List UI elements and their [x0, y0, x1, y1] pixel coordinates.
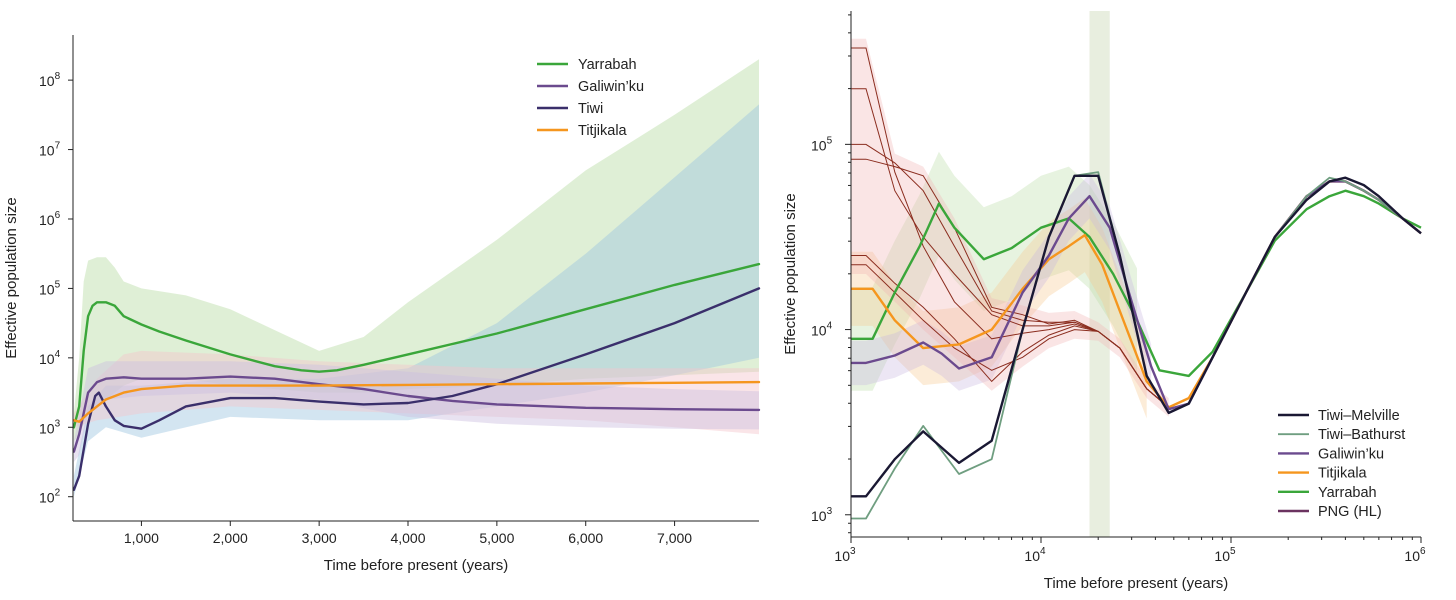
left-line-yarrabah: [72, 262, 761, 429]
left-band-yarrabah: [73, 59, 759, 442]
left-x-tick-label: 6,000: [568, 530, 603, 546]
left-y-tick-base: 10: [39, 420, 55, 436]
right-legend: Tiwi–Melville Tiwi–Bathurst Galiwin’ku Titj…: [1278, 408, 1405, 520]
left-y-axis-label: Effective population size: [3, 197, 20, 359]
left-x-tick-label: 1,000: [124, 530, 159, 546]
right-y-tick-exponent: 3: [827, 506, 833, 517]
left-y-tick-label: 104: [39, 349, 61, 367]
left-band-titjikala: [73, 350, 759, 435]
right-highlight-band: [1089, 11, 1110, 537]
legend-label-png-hl: PNG (HL): [1318, 504, 1382, 520]
left-chart: 1,000 2,000 3,000 4,000 5,000 6,000 7,00010210…: [3, 35, 761, 574]
left-y-tick-base: 10: [39, 212, 55, 228]
right-band-galiwin-ku: [851, 174, 1152, 391]
right-y-tick-label: 104: [811, 321, 833, 339]
legend-label-yarrabah: Yarrabah: [578, 57, 637, 73]
left-y-tick-base: 10: [39, 73, 55, 89]
right-y-axis-label: Effective population size: [782, 193, 799, 355]
left-y-tick-base: 10: [39, 490, 55, 506]
right-band-yarrabah: [851, 151, 1137, 391]
right-y-tick-exponent: 5: [827, 135, 833, 146]
left-y-tick-label: 106: [39, 210, 61, 228]
left-x-axis-label: Time before present (years): [324, 557, 509, 574]
right-x-tick-exponent: 4: [1040, 546, 1046, 557]
left-y-tick-exponent: 5: [55, 279, 61, 290]
left-line-titjikala: [72, 380, 761, 423]
right-x-tick-label: 105: [1214, 546, 1236, 564]
left-y-tick-base: 10: [39, 281, 55, 297]
right-y-tick-label: 105: [811, 135, 833, 153]
left-y-tick-label: 103: [39, 418, 61, 436]
right-x-tick-label: 106: [1404, 546, 1426, 564]
left-y-tick-label: 107: [39, 141, 61, 159]
left-y-tick-base: 10: [39, 143, 55, 159]
legend-label-galiwin-ku: Galiwin’ku: [578, 79, 644, 95]
right-x-tick-base: 10: [1404, 548, 1420, 564]
left-y-tick-base: 10: [39, 351, 55, 367]
legend-label-galiwin-ku: Galiwin’ku: [1318, 446, 1384, 462]
right-x-tick-label: 103: [834, 546, 856, 564]
left-y-tick-exponent: 2: [55, 488, 61, 499]
legend-label-tiwi-melville: Tiwi–Melville: [1318, 408, 1400, 424]
right-trajectory-line: [851, 255, 1170, 408]
left-x-tick-label: 3,000: [302, 530, 337, 546]
right-x-tick-base: 10: [834, 548, 850, 564]
right-y-tick-base: 10: [811, 508, 827, 524]
legend-label-yarrabah: Yarrabah: [1318, 485, 1377, 501]
right-x-tick-exponent: 6: [1420, 546, 1426, 557]
left-x-tick-label: 5,000: [479, 530, 514, 546]
right-x-tick-base: 10: [1024, 548, 1040, 564]
left-x-tick-label: 2,000: [213, 530, 248, 546]
legend-label-tiwi: Tiwi: [578, 101, 603, 117]
right-x-tick-base: 10: [1214, 548, 1230, 564]
left-y-tick-label: 105: [39, 279, 61, 297]
left-line-tiwi: [72, 287, 761, 491]
right-line-tiwi-melville: [851, 174, 1422, 498]
legend-label-tiwi-bathurst: Tiwi–Bathurst: [1318, 427, 1405, 443]
left-y-tick-exponent: 4: [55, 349, 61, 360]
right-x-tick-exponent: 5: [1230, 546, 1236, 557]
left-y-tick-exponent: 8: [55, 71, 61, 82]
right-band-titjikala: [851, 198, 1147, 419]
right-x-tick-label: 104: [1024, 546, 1046, 564]
right-y-tick-base: 10: [811, 323, 827, 339]
left-y-tick-label: 102: [39, 488, 61, 506]
right-y-tick-base: 10: [811, 137, 827, 153]
right-band-trajectories: [851, 38, 1169, 417]
right-x-axis-label: Time before present (years): [1044, 575, 1229, 592]
left-y-tick-exponent: 6: [55, 210, 61, 221]
left-line-galiwin-ku: [72, 375, 761, 453]
right-y-tick-exponent: 4: [827, 321, 833, 332]
legend-label-titjikala: Titjikala: [1318, 466, 1368, 482]
right-x-tick-exponent: 3: [850, 546, 856, 557]
left-x-tick-label: 4,000: [390, 530, 425, 546]
left-y-tick-exponent: 3: [55, 418, 61, 429]
left-y-tick-exponent: 7: [55, 141, 61, 152]
right-y-tick-label: 103: [811, 506, 833, 524]
legend-label-titjikala: Titjikala: [578, 123, 628, 139]
left-y-tick-label: 108: [39, 71, 61, 89]
left-x-tick-label: 7,000: [657, 530, 692, 546]
left-legend: Yarrabah Galiwin’ku Tiwi Titjikala: [537, 57, 644, 139]
